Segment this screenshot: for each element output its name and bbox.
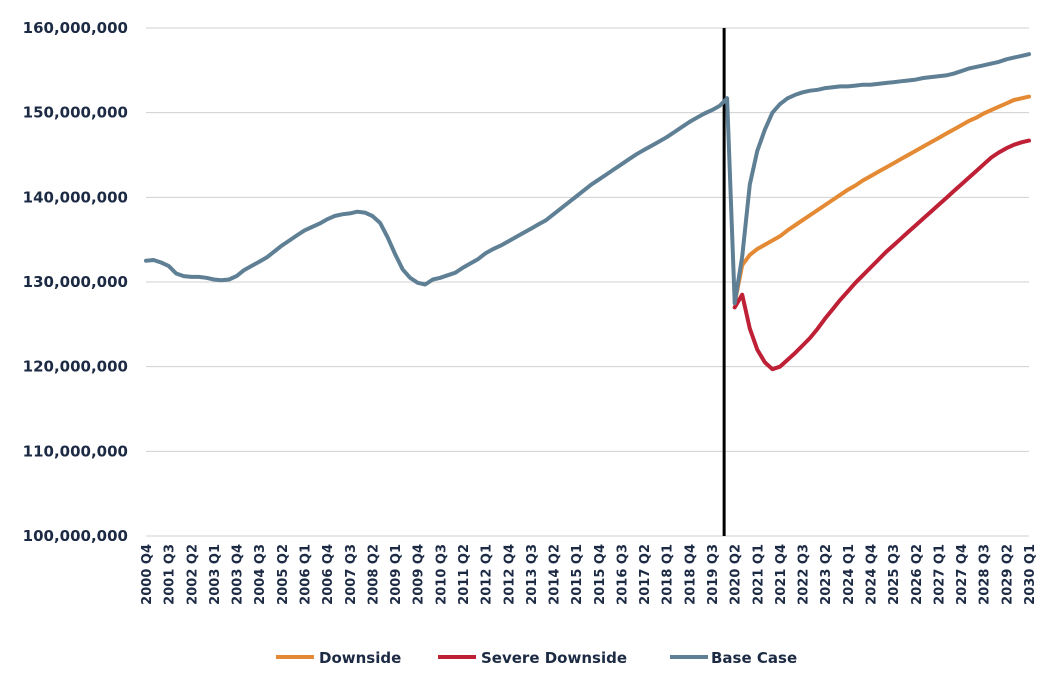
series-line-severe-downside [732, 138, 1031, 372]
x-tick-label: 2021 Q1 [751, 544, 766, 605]
series-line-base-case [144, 52, 1031, 306]
x-tick-label: 2006 Q1 [298, 544, 313, 605]
legend: Downside Severe Downside Base Case [276, 649, 797, 667]
x-tick-label: 2024 Q1 [842, 544, 857, 605]
y-tick-label: 120,000,000 [23, 358, 128, 376]
x-tick-label: 2027 Q4 [955, 544, 970, 605]
legend-label-severe-downside: Severe Downside [481, 649, 627, 667]
x-tick-label: 2021 Q4 [774, 544, 789, 605]
x-tick-label: 2005 Q2 [276, 544, 291, 605]
x-tick-label: 2019 Q3 [706, 544, 721, 605]
legend-label-downside: Downside [319, 649, 401, 667]
x-tick-label: 2000 Q4 [140, 544, 155, 605]
x-tick-label: 2003 Q4 [231, 544, 246, 605]
x-tick-label: 2012 Q4 [502, 544, 517, 605]
x-tick-label: 2018 Q1 [661, 544, 676, 605]
y-tick-label: 130,000,000 [23, 273, 128, 291]
x-tick-label: 2009 Q1 [389, 544, 404, 605]
x-tick-label: 2024 Q4 [865, 544, 880, 605]
series-lines [144, 52, 1031, 372]
x-tick-label: 2002 Q2 [185, 544, 200, 605]
y-tick-label: 160,000,000 [23, 19, 128, 37]
y-tick-label: 150,000,000 [23, 104, 128, 122]
x-tick-label: 2008 Q2 [366, 544, 381, 605]
legend-label-base-case: Base Case [711, 649, 797, 667]
x-tick-label: 2026 Q2 [910, 544, 925, 605]
x-tick-label: 2003 Q1 [208, 544, 223, 605]
x-tick-label: 2013 Q3 [525, 544, 540, 605]
series-line-downside [732, 94, 1031, 306]
x-tick-label: 2012 Q1 [480, 544, 495, 605]
x-tick-label: 2016 Q3 [615, 544, 630, 605]
x-tick-label: 2023 Q2 [819, 544, 834, 605]
y-axis-tick-labels: 100,000,000 110,000,000 120,000,000 130,000… [23, 19, 128, 545]
x-tick-label: 2011 Q2 [457, 544, 472, 605]
y-tick-label: 140,000,000 [23, 188, 128, 206]
x-tick-label: 2001 Q3 [163, 544, 178, 605]
x-tick-label: 2015 Q4 [593, 544, 608, 605]
x-tick-label: 2027 Q1 [932, 544, 947, 605]
x-tick-label: 2014 Q2 [548, 544, 563, 605]
x-tick-label: 2020 Q2 [729, 544, 744, 605]
x-tick-label: 2009 Q4 [412, 544, 427, 605]
y-tick-label: 100,000,000 [23, 527, 128, 545]
x-tick-label: 2030 Q1 [1023, 544, 1038, 605]
x-tick-label: 2022 Q3 [797, 544, 812, 605]
y-tick-label: 110,000,000 [23, 442, 128, 460]
x-tick-label: 2004 Q3 [253, 544, 268, 605]
x-tick-label: 2029 Q2 [1000, 544, 1015, 605]
x-tick-label: 2028 Q3 [978, 544, 993, 605]
gridlines [146, 27, 1029, 537]
x-axis-tick-labels: 2000 Q4 2001 Q3 2002 Q2 2003 Q1 2003 Q4 2004 … [140, 544, 1038, 605]
x-tick-label: 2025 Q3 [887, 544, 902, 605]
x-tick-label: 2006 Q4 [321, 544, 336, 605]
x-tick-label: 2018 Q4 [683, 544, 698, 605]
x-tick-label: 2007 Q3 [344, 544, 359, 605]
x-tick-label: 2010 Q3 [434, 544, 449, 605]
x-tick-label: 2017 Q2 [638, 544, 653, 605]
x-tick-label: 2015 Q1 [570, 544, 585, 605]
